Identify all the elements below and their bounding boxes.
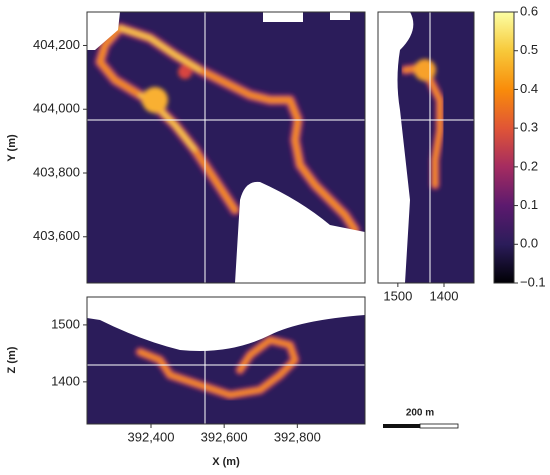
plan-view xyxy=(87,12,365,283)
y-tick-label: 403,600 xyxy=(33,228,80,243)
y-tick-label: 0.5 xyxy=(520,42,538,57)
y-tick-label: 1500 xyxy=(51,316,80,331)
y-tick-label: 404,000 xyxy=(33,101,80,116)
x-tick-label: 1400 xyxy=(430,288,459,303)
y-axis-label: Z (m) xyxy=(6,346,18,373)
y-tick-label: 1400 xyxy=(51,373,80,388)
y-axis-label: Y (m) xyxy=(6,134,18,162)
y-tick-label: 0.0 xyxy=(520,236,538,251)
north-section xyxy=(87,297,365,424)
x-tick-label: 392,800 xyxy=(274,429,321,444)
x-tick-label: 392,600 xyxy=(201,429,248,444)
y-tick-label: 0.6 xyxy=(520,3,538,18)
y-tick-label: 404,200 xyxy=(33,37,80,52)
east-section xyxy=(378,12,474,283)
y-tick-label: 0.1 xyxy=(520,197,538,212)
y-tick-label: 0.3 xyxy=(520,120,538,135)
scale-bar xyxy=(419,423,459,429)
y-tick-label: 0.4 xyxy=(520,81,538,96)
x-tick-label: 392,400 xyxy=(128,429,175,444)
y-tick-label: 403,800 xyxy=(33,164,80,179)
y-tick-label: −0.1 xyxy=(520,274,546,289)
scale-bar xyxy=(383,424,420,428)
x-tick-label: 1500 xyxy=(383,288,412,303)
scale-label: 200 m xyxy=(406,408,434,419)
x-axis-label: X (m) xyxy=(212,456,240,468)
colorbar xyxy=(493,11,515,284)
y-tick-label: 0.2 xyxy=(520,158,538,173)
